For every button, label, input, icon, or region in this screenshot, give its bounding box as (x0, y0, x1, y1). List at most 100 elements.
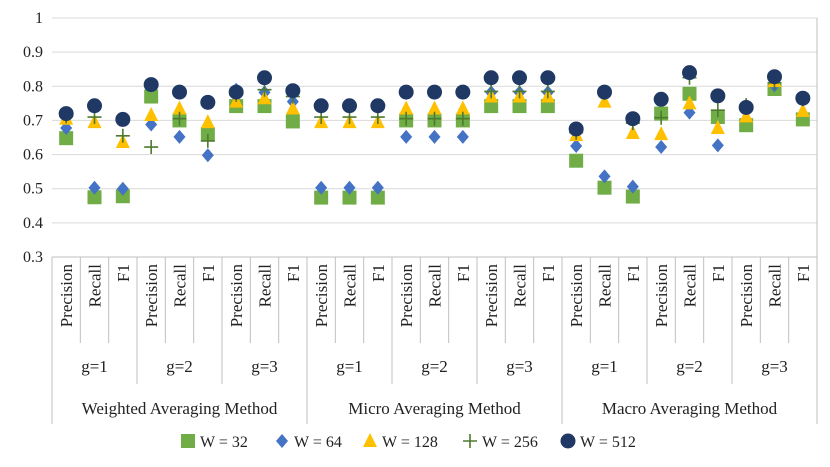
group-label: g=3 (251, 357, 278, 376)
group-label: g=1 (591, 357, 618, 376)
data-point (172, 111, 187, 126)
data-point (739, 108, 754, 123)
data-point (625, 125, 640, 140)
data-point (655, 140, 668, 155)
data-point (738, 99, 754, 115)
metric-label: Recall (341, 264, 360, 308)
method-label: Weighted Averaging Method (82, 399, 278, 418)
data-point (400, 129, 413, 144)
legend-label: W = 512 (580, 434, 636, 451)
series-w-512 (58, 65, 811, 137)
data-point (540, 70, 556, 86)
data-point (682, 86, 697, 101)
y-tick-label: 0.9 (23, 44, 43, 61)
legend-item: W = 128 (363, 433, 438, 451)
data-point (342, 98, 357, 114)
data-point (200, 114, 215, 129)
y-tick-label: 0.4 (23, 215, 43, 232)
data-point (597, 180, 612, 195)
data-point (87, 98, 102, 114)
data-point (370, 98, 386, 114)
data-point (569, 153, 584, 168)
data-point (710, 88, 726, 104)
data-point (625, 189, 640, 204)
data-point (59, 131, 74, 146)
data-point (767, 69, 782, 85)
data-point (484, 84, 499, 99)
legend-label: W = 64 (294, 434, 342, 451)
y-tick-label: 0.8 (23, 78, 43, 95)
data-point (116, 181, 129, 196)
data-point (228, 84, 244, 100)
data-point (710, 119, 725, 134)
metric-label: Precision (397, 264, 416, 328)
data-point (427, 111, 442, 126)
data-point (512, 84, 527, 99)
metric-label: F1 (199, 264, 218, 282)
data-point (144, 106, 159, 121)
metric-label: Recall (766, 264, 785, 308)
metric-label: F1 (709, 264, 728, 282)
legend-item: W = 512 (560, 433, 636, 451)
metric-label: Precision (142, 264, 161, 328)
metric-label: Recall (256, 264, 275, 308)
y-tick-label: 0.3 (23, 249, 43, 266)
legend-item: W = 32 (181, 434, 248, 451)
data-point (115, 189, 130, 204)
metric-label: Recall (681, 264, 700, 308)
data-point (88, 180, 101, 195)
data-point (172, 100, 187, 115)
data-point (625, 111, 641, 127)
data-point (115, 111, 131, 127)
metric-label: Precision (57, 264, 76, 328)
data-point (399, 111, 414, 126)
data-point (371, 180, 384, 195)
data-point (570, 139, 583, 154)
data-point (285, 83, 301, 99)
data-point (455, 111, 470, 126)
legend-marker (560, 433, 576, 449)
group-label: g=2 (166, 357, 193, 376)
data-point (455, 84, 471, 100)
metric-label: F1 (454, 264, 473, 282)
y-tick-label: 0.5 (23, 181, 43, 198)
group-label: g=2 (676, 357, 703, 376)
legend-marker (181, 434, 195, 448)
metric-label: Recall (86, 264, 105, 308)
data-point (87, 190, 102, 205)
legend-label: W = 128 (382, 434, 438, 451)
data-point (597, 93, 612, 108)
data-point (654, 126, 669, 141)
metric-label: Recall (426, 264, 445, 308)
legend-marker (363, 433, 377, 447)
method-label: Macro Averaging Method (602, 399, 778, 418)
y-tick-label: 0.7 (23, 112, 43, 129)
metric-label: F1 (624, 264, 643, 282)
legend-item: W = 64 (276, 434, 342, 451)
metric-label: Precision (227, 264, 246, 328)
data-point (598, 169, 611, 184)
data-point (512, 99, 527, 114)
metric-label: F1 (369, 264, 388, 282)
data-point (654, 110, 669, 125)
legend-marker (276, 434, 288, 448)
data-point (626, 179, 639, 194)
data-point (597, 84, 612, 100)
legend-marker (463, 434, 477, 448)
legend: W = 32 W = 64 W = 128 W = 256 W = 512 (181, 433, 636, 451)
data-point (201, 148, 214, 163)
data-point (540, 84, 555, 99)
data-point (795, 90, 811, 106)
group-label: g=3 (506, 357, 533, 376)
metric-label: Precision (567, 264, 586, 328)
data-point (313, 98, 329, 114)
data-point (399, 100, 414, 115)
method-label: Micro Averaging Method (348, 399, 521, 418)
metric-label: Recall (511, 264, 530, 308)
group-label: g=1 (81, 357, 108, 376)
data-point (115, 128, 130, 143)
metric-label: F1 (539, 264, 558, 282)
group-label: g=2 (421, 357, 448, 376)
data-point (682, 95, 697, 110)
